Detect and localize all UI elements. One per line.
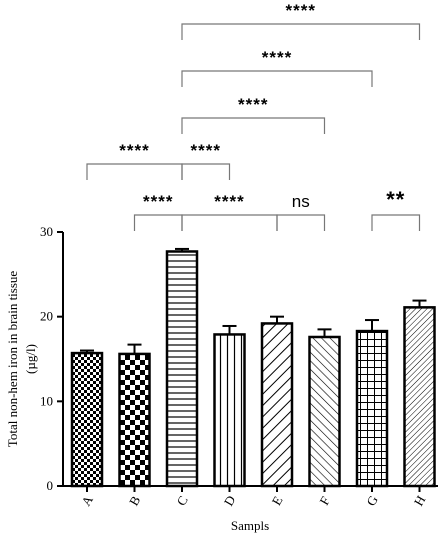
bar-A: [70, 351, 104, 488]
sig-bracket-E-F: ns: [276, 192, 326, 231]
sig-bracket-C-F: ****: [181, 95, 326, 134]
sig-bracket-C-H: ****: [181, 1, 421, 40]
x-tick-label-B: B: [126, 493, 143, 508]
bar-H: [403, 306, 436, 488]
sig-bracket-line: [371, 214, 421, 231]
bar-E: [260, 322, 294, 488]
y-tick-label: 0: [47, 478, 54, 493]
sig-label: **: [386, 187, 405, 212]
x-tick-label-D: D: [221, 493, 239, 509]
y-axis-title-line-1: Total non-hem iron in brain tissue: [5, 271, 20, 448]
y-ticks: 0 10 20 30: [40, 224, 63, 493]
sig-bracket-line: [86, 163, 183, 180]
sig-bracket-line: [276, 214, 326, 231]
sig-bracket-line: [181, 23, 421, 40]
sig-bracket-A-C: ****: [86, 141, 183, 180]
sig-label: ****: [119, 141, 149, 160]
sig-label: ****: [143, 192, 173, 211]
x-tick-label-H: H: [411, 493, 429, 509]
sig-bracket-C-E: ****: [181, 192, 278, 231]
sig-bracket-line: [181, 163, 231, 180]
sig-label: ****: [286, 1, 316, 20]
sig-bracket-line: [181, 70, 373, 87]
x-ticks: A B C D E F G H: [78, 486, 428, 509]
axes: [62, 232, 438, 487]
y-tick-label: 30: [40, 224, 53, 239]
x-axis-title: Sampls: [231, 518, 269, 533]
significance-annotations: **** **** **** **** **** **** **** ns **: [86, 1, 421, 231]
sig-label: ****: [191, 141, 221, 160]
y-tick-label: 10: [40, 393, 53, 408]
sig-bracket-G-H: **: [371, 187, 421, 231]
sig-label: ****: [262, 48, 292, 67]
y-tick-label: 20: [40, 309, 53, 324]
sig-label: ****: [238, 95, 268, 114]
bar-G: [355, 329, 389, 488]
x-tick-label-C: C: [173, 493, 190, 508]
bars: [70, 247, 436, 488]
sig-bracket-C-G: ****: [181, 48, 373, 87]
sig-bracket-B-C: ****: [133, 192, 183, 231]
bar-F: [308, 335, 341, 488]
sig-label: ****: [214, 192, 244, 211]
sig-bracket-line: [181, 214, 278, 231]
sig-bracket-line: [133, 214, 183, 231]
x-tick-label-F: F: [316, 494, 333, 508]
bar-B: [118, 352, 151, 488]
y-axis-title-line-2: (µg/l): [23, 344, 38, 374]
x-tick-label-G: G: [363, 493, 381, 509]
bar-D: [213, 333, 246, 488]
sig-bracket-line: [181, 117, 326, 134]
x-tick-label-A: A: [78, 492, 96, 508]
x-tick-label-E: E: [269, 494, 286, 508]
bar-C: [165, 250, 199, 488]
sig-bracket-C-D: ****: [181, 141, 231, 180]
sig-label: ns: [292, 192, 310, 211]
